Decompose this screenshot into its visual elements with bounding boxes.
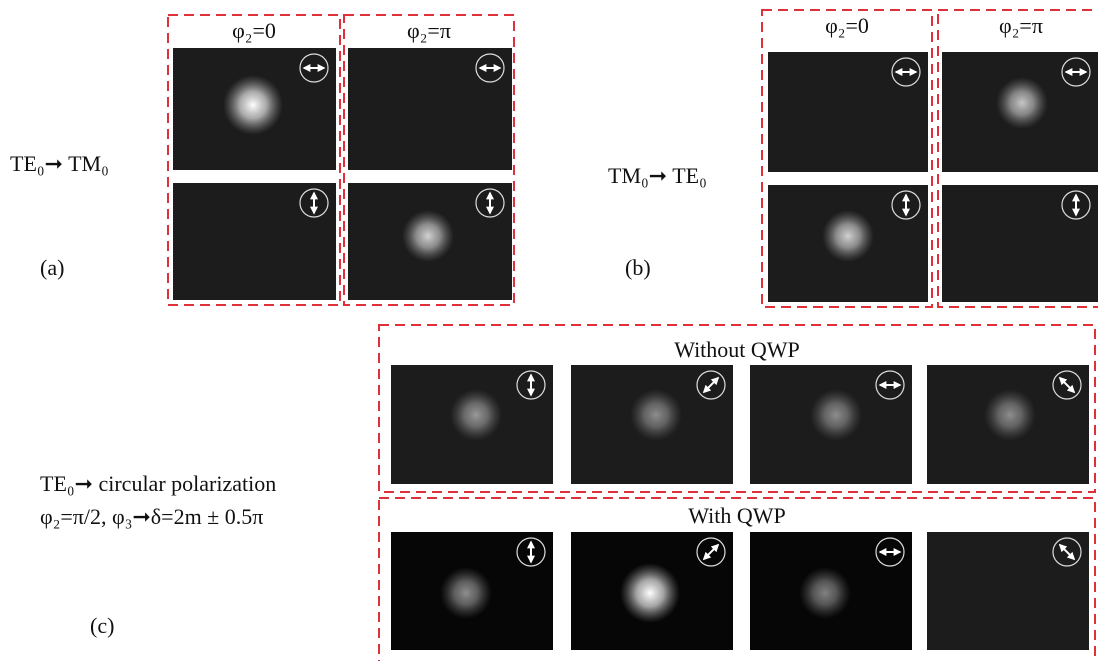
row-header: Without QWP [674,337,800,362]
panel-label: (b) [625,255,651,280]
column-header: φ₂=π [999,13,1043,38]
beam-spot [620,563,680,623]
camera-image [942,185,1098,302]
beam-spot [440,567,492,619]
beam-spot [996,77,1048,129]
conversion: TM₀➞ TE₀ [608,163,707,188]
beam-spot [402,210,454,262]
panel-label: (a) [40,255,64,280]
camera-image [768,52,928,172]
beam-spot [630,389,682,441]
beam-spot [810,389,862,441]
beam-spot [223,75,283,135]
camera-image [348,48,512,170]
column-header: φ₂=0 [825,13,869,38]
column-header: φ₂=0 [232,18,276,43]
column-header: φ₂=π [407,18,451,43]
condition: φ₂=π/2, φ₃➞δ=2m ± 0.5π [40,504,263,529]
figure: TE₀➞ TM₀ (a) φ₂=0 φ₂=π TM₀➞ TE₀ (b) φ₂=0… [0,0,1098,661]
conversion: TE₀➞ circular polarization [40,471,276,496]
conversion: TE₀➞ TM₀ [10,151,109,176]
beam-spot [799,567,851,619]
row-header: With QWP [688,503,786,528]
beam-spot [450,389,502,441]
camera-image [173,183,336,300]
beam-spot [822,210,874,262]
beam-spot [984,389,1036,441]
panel-label: (c) [90,613,114,638]
